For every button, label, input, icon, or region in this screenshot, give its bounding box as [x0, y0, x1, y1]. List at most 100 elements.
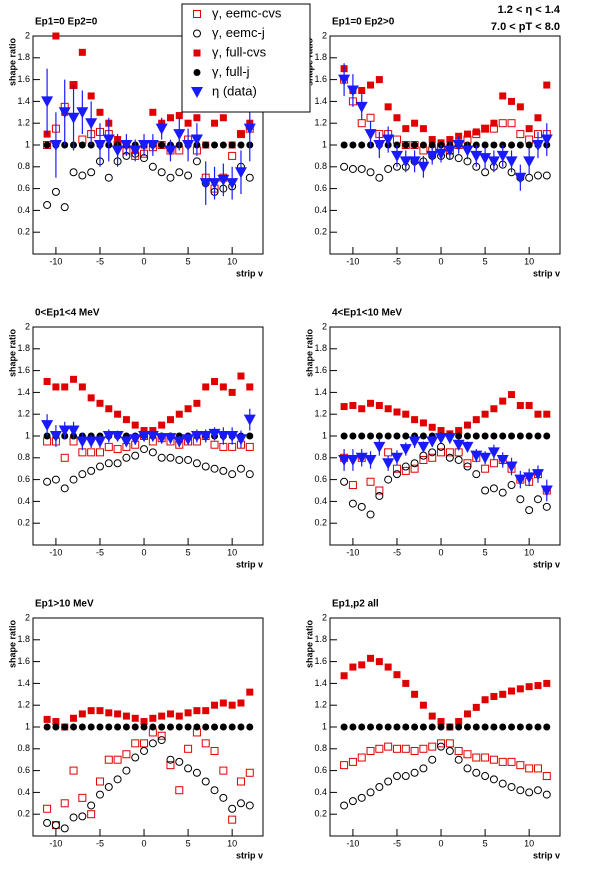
marker [237, 699, 245, 707]
marker [417, 161, 430, 173]
marker [525, 788, 534, 797]
marker [349, 663, 357, 671]
marker [245, 173, 254, 182]
marker [58, 425, 71, 437]
marker [131, 723, 139, 731]
marker [498, 488, 507, 497]
marker [463, 462, 472, 471]
marker [140, 445, 149, 454]
marker [373, 140, 386, 151]
marker [454, 755, 463, 764]
marker [87, 168, 96, 177]
marker [246, 432, 254, 440]
marker [437, 739, 446, 748]
marker [399, 156, 412, 168]
marker [113, 755, 122, 764]
marker [364, 129, 377, 141]
marker [104, 442, 113, 451]
marker [95, 790, 104, 799]
marker [182, 140, 195, 151]
marker [428, 742, 437, 751]
y-tick-label: 1.8 [314, 343, 327, 353]
marker [228, 388, 236, 396]
marker [210, 464, 219, 473]
marker [408, 436, 421, 448]
y-tick-label: 1.4 [17, 678, 30, 688]
marker [472, 723, 480, 731]
legend-marker [193, 10, 201, 18]
y-tick-label: 0.6 [314, 183, 327, 193]
marker [69, 475, 78, 484]
marker [158, 723, 166, 731]
marker [192, 768, 201, 777]
marker [76, 107, 89, 119]
marker [410, 746, 419, 755]
marker [120, 140, 133, 151]
marker [454, 455, 463, 464]
marker [122, 416, 130, 424]
y-tick-label: 0.2 [314, 809, 327, 819]
marker [463, 421, 471, 429]
marker [228, 701, 236, 709]
marker [419, 701, 427, 709]
marker [390, 150, 403, 162]
y-tick-label: 1.4 [314, 96, 327, 106]
y-tick-label: 0.4 [17, 496, 30, 506]
marker [93, 436, 106, 448]
marker [210, 440, 219, 449]
marker [428, 712, 436, 720]
y-tick-label: 1.2 [314, 118, 327, 128]
marker [340, 141, 348, 149]
marker [499, 432, 507, 440]
marker [505, 461, 518, 473]
x-tick-label: 0 [439, 547, 444, 557]
marker [245, 470, 254, 479]
marker [70, 714, 78, 722]
marker [61, 723, 69, 731]
marker [349, 723, 357, 731]
marker [508, 391, 516, 399]
marker [175, 786, 184, 795]
marker [481, 141, 489, 149]
x-tick-label: -10 [49, 838, 62, 848]
marker [78, 723, 86, 731]
marker [190, 431, 203, 442]
marker [338, 74, 351, 86]
marker [411, 119, 419, 127]
marker [417, 441, 430, 453]
marker [52, 723, 60, 731]
marker [87, 448, 96, 457]
marker [435, 433, 448, 445]
y-tick-label: 1.4 [17, 387, 30, 397]
marker [489, 775, 498, 784]
marker [516, 761, 525, 770]
marker [472, 128, 480, 136]
marker [140, 739, 149, 748]
marker [534, 432, 542, 440]
marker [487, 447, 500, 459]
marker [210, 786, 219, 795]
marker [228, 470, 237, 479]
legend-box [181, 3, 311, 113]
marker [58, 107, 71, 119]
marker [419, 432, 427, 440]
marker [490, 141, 498, 149]
marker [410, 459, 419, 468]
marker [446, 723, 454, 731]
marker [122, 750, 131, 759]
marker [234, 167, 247, 179]
marker [175, 455, 184, 464]
marker [358, 723, 366, 731]
marker [52, 383, 60, 391]
y-tick-label: 0.8 [17, 161, 30, 171]
marker [78, 141, 86, 149]
marker [470, 450, 483, 462]
y-tick-label: 2 [25, 30, 30, 40]
marker [525, 401, 533, 409]
marker [382, 134, 395, 146]
marker [428, 141, 436, 149]
y-tick-label: 0.4 [314, 205, 327, 215]
marker [498, 757, 507, 766]
marker [95, 448, 104, 457]
marker [542, 772, 551, 781]
